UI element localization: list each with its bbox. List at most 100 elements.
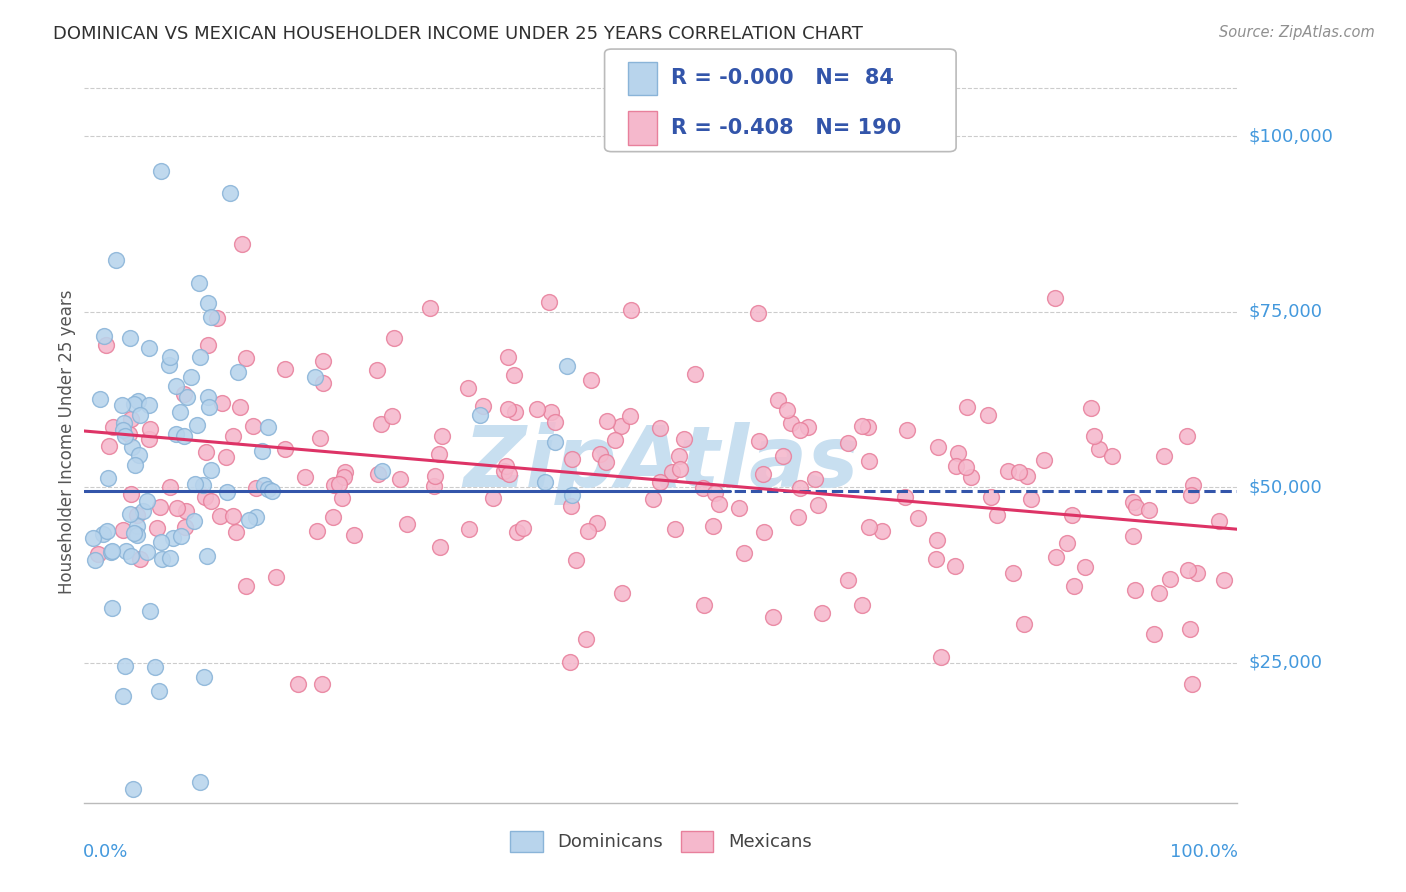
Point	[776, 403, 799, 417]
Point	[643, 492, 665, 507]
Point	[149, 164, 172, 178]
Point	[197, 296, 219, 310]
Point	[1014, 617, 1036, 632]
Point	[856, 419, 879, 434]
Point	[728, 500, 751, 515]
Point	[560, 499, 582, 513]
Point	[215, 450, 238, 465]
Point	[274, 362, 297, 376]
Point	[139, 603, 162, 617]
Point	[472, 400, 495, 414]
Point	[235, 351, 257, 365]
Point	[1180, 676, 1202, 690]
Point	[1063, 579, 1085, 593]
Point	[105, 253, 128, 268]
Point	[187, 277, 209, 291]
Point	[370, 417, 392, 431]
Point	[125, 508, 148, 523]
Point	[200, 310, 222, 324]
Point	[427, 447, 450, 461]
Point	[127, 518, 149, 533]
Point	[343, 528, 366, 542]
Point	[127, 394, 149, 409]
Point	[162, 532, 184, 546]
Point	[111, 689, 134, 703]
Point	[159, 550, 181, 565]
Point	[1185, 566, 1208, 580]
Point	[1002, 566, 1025, 580]
Point	[925, 551, 948, 566]
Point	[84, 553, 107, 567]
Point	[1125, 500, 1147, 514]
Point	[470, 408, 492, 422]
Point	[330, 491, 353, 505]
Point	[184, 476, 207, 491]
Point	[159, 358, 181, 372]
Point	[211, 396, 233, 410]
Point	[931, 650, 953, 665]
Point	[128, 448, 150, 462]
Point	[367, 467, 389, 481]
Point	[896, 423, 918, 437]
Point	[496, 350, 519, 364]
Point	[191, 477, 214, 491]
Point	[1137, 503, 1160, 517]
Point	[1043, 291, 1066, 305]
Point	[382, 331, 405, 345]
Point	[457, 522, 479, 536]
Point	[143, 659, 166, 673]
Point	[927, 440, 949, 454]
Point	[997, 464, 1019, 478]
Point	[159, 480, 181, 494]
Point	[986, 508, 1008, 523]
Point	[273, 442, 295, 457]
Point	[118, 331, 141, 345]
Point	[188, 774, 211, 789]
Point	[253, 478, 276, 492]
Point	[186, 418, 208, 433]
Point	[789, 423, 811, 437]
Point	[555, 359, 578, 373]
Point	[946, 446, 969, 460]
Point	[222, 428, 245, 442]
Point	[1177, 563, 1199, 577]
Point	[91, 526, 114, 541]
Point	[576, 524, 599, 538]
Point	[851, 419, 873, 434]
Point	[150, 552, 173, 566]
Point	[498, 401, 520, 416]
Point	[242, 419, 264, 434]
Point	[733, 546, 755, 560]
Point	[118, 507, 141, 521]
Point	[581, 373, 603, 387]
Point	[596, 414, 619, 428]
Point	[1175, 429, 1198, 443]
Point	[101, 601, 124, 615]
Point	[170, 529, 193, 543]
Point	[120, 411, 142, 425]
Point	[183, 514, 205, 528]
Point	[422, 479, 444, 493]
Point	[114, 659, 136, 673]
Point	[870, 524, 893, 538]
Point	[264, 570, 287, 584]
Point	[87, 547, 110, 561]
Point	[225, 525, 247, 540]
Point	[506, 524, 529, 539]
Point	[101, 544, 124, 558]
Point	[1080, 401, 1102, 416]
Point	[1208, 515, 1230, 529]
Text: ZipAtlas: ZipAtlas	[463, 422, 859, 505]
Point	[328, 476, 350, 491]
Point	[371, 464, 394, 478]
Point	[169, 405, 191, 419]
Point	[1153, 449, 1175, 463]
Point	[650, 420, 672, 434]
Point	[294, 470, 316, 484]
Point	[1019, 491, 1042, 506]
Point	[423, 469, 446, 483]
Y-axis label: Householder Income Under 25 years: Householder Income Under 25 years	[58, 289, 76, 594]
Point	[197, 390, 219, 404]
Point	[159, 350, 181, 364]
Point	[111, 423, 134, 437]
